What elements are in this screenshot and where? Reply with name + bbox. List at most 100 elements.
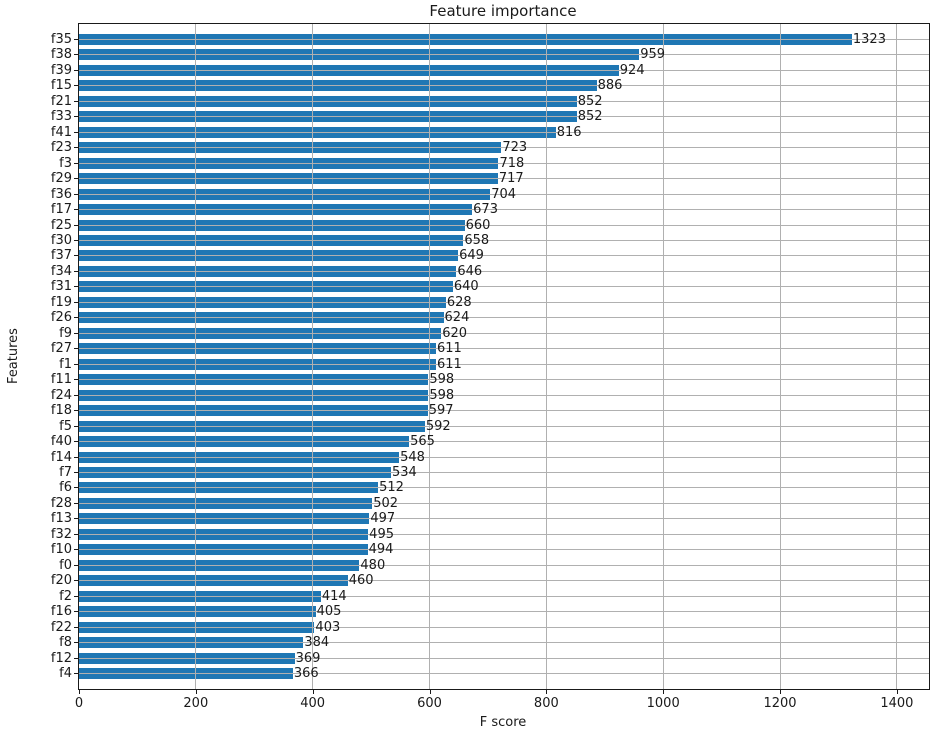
v-gridline [896,24,898,689]
y-tick-label: f7 [59,464,72,480]
h-gridline [79,255,929,257]
bar-value-label: 852 [577,93,603,109]
y-tick-mark [74,348,78,350]
y-tick-mark [74,317,78,319]
y-tick-mark [74,595,78,597]
y-tick-label: f2 [59,588,72,604]
y-tick-label: f15 [50,78,72,94]
y-tick-mark [74,38,78,40]
y-tick-label: f19 [50,294,72,310]
y-tick-mark [74,410,78,412]
y-tick-mark [74,502,78,504]
bar-value-label: 460 [348,573,374,589]
x-tick-mark [79,690,80,694]
h-gridline [79,549,929,551]
h-gridline [79,502,929,504]
y-tick-label: f18 [50,403,72,419]
y-tick-mark [74,224,78,226]
h-gridline [79,193,929,195]
bar-value-label: 494 [368,542,394,558]
y-tick-label: f34 [50,263,72,279]
y-tick-label: f36 [50,186,72,202]
bar-value-label: 704 [491,186,517,202]
h-gridline [79,178,929,180]
y-tick-mark [74,193,78,195]
y-tick-label: f23 [50,140,72,156]
bar-value-label: 403 [315,619,341,635]
y-tick-mark [74,286,78,288]
bar-value-label: 497 [370,511,396,527]
bar-value-label: 959 [640,47,666,63]
y-tick-mark [74,580,78,582]
y-tick-label: f17 [50,202,72,218]
h-gridline [79,363,929,365]
x-tick-label: 600 [417,696,442,711]
y-tick-mark [74,301,78,303]
y-tick-mark [74,332,78,334]
y-tick-label: f12 [50,650,72,666]
y-tick-mark [74,178,78,180]
y-tick-mark [74,657,78,659]
y-tick-mark [74,270,78,272]
y-tick-label: f21 [50,93,72,109]
h-gridline [79,595,929,597]
y-tick-mark [74,425,78,427]
y-tick-label: f31 [50,279,72,295]
h-gridline [79,240,929,241]
bar-value-label: 405 [316,604,342,620]
h-gridline [79,642,929,644]
y-tick-label: f38 [50,47,72,63]
y-tick-label: f16 [50,604,72,620]
y-tick-label: f37 [50,248,72,264]
h-gridline [79,441,929,443]
h-gridline [79,286,929,288]
bar-value-label: 369 [295,650,321,666]
bar-value-label: 512 [379,480,404,496]
y-tick-label: f6 [59,480,72,496]
y-tick-label: f33 [50,109,72,125]
y-tick-label: f14 [50,449,72,465]
y-tick-mark [74,240,78,241]
y-axis-label: Features [6,328,21,384]
x-axis-label: F score [479,715,527,730]
bar-value-label: 611 [436,356,462,372]
bar-value-label: 620 [442,325,468,341]
h-gridline [79,100,929,102]
bar-value-label: 534 [391,464,417,480]
bar-value-label: 718 [499,155,525,171]
bar-value-label: 924 [619,62,645,78]
h-gridline [79,657,929,659]
y-tick-mark [74,394,78,396]
y-tick-label: f4 [59,666,72,682]
y-tick-label: f27 [50,341,72,357]
x-tick-label: 1400 [880,696,914,711]
y-tick-label: f25 [50,217,72,233]
y-tick-label: f9 [59,325,72,341]
y-tick-mark [74,564,78,566]
y-tick-mark [74,611,78,613]
bar-value-label: 597 [428,403,454,419]
h-gridline [79,518,929,520]
x-tick-label: 1000 [646,696,680,711]
bar-value-label: 649 [459,248,484,264]
h-gridline [79,131,929,133]
bar-value-label: 816 [556,124,582,140]
y-tick-label: f8 [59,635,72,651]
y-tick-label: f20 [50,573,72,589]
y-tick-mark [74,116,78,118]
h-gridline [79,85,929,87]
h-gridline [79,147,929,149]
y-tick-mark [74,162,78,164]
y-tick-label: f3 [59,155,72,171]
y-tick-label: f5 [59,418,72,434]
bar-value-label: 598 [429,387,455,403]
h-gridline [79,673,929,675]
y-tick-mark [74,642,78,644]
chart-title: Feature importance [429,2,577,20]
h-gridline [79,54,929,56]
h-gridline [79,471,929,473]
v-gridline [312,24,314,689]
y-tick-label: f28 [50,495,72,511]
y-tick-label: f41 [50,124,72,140]
h-gridline [79,394,929,396]
